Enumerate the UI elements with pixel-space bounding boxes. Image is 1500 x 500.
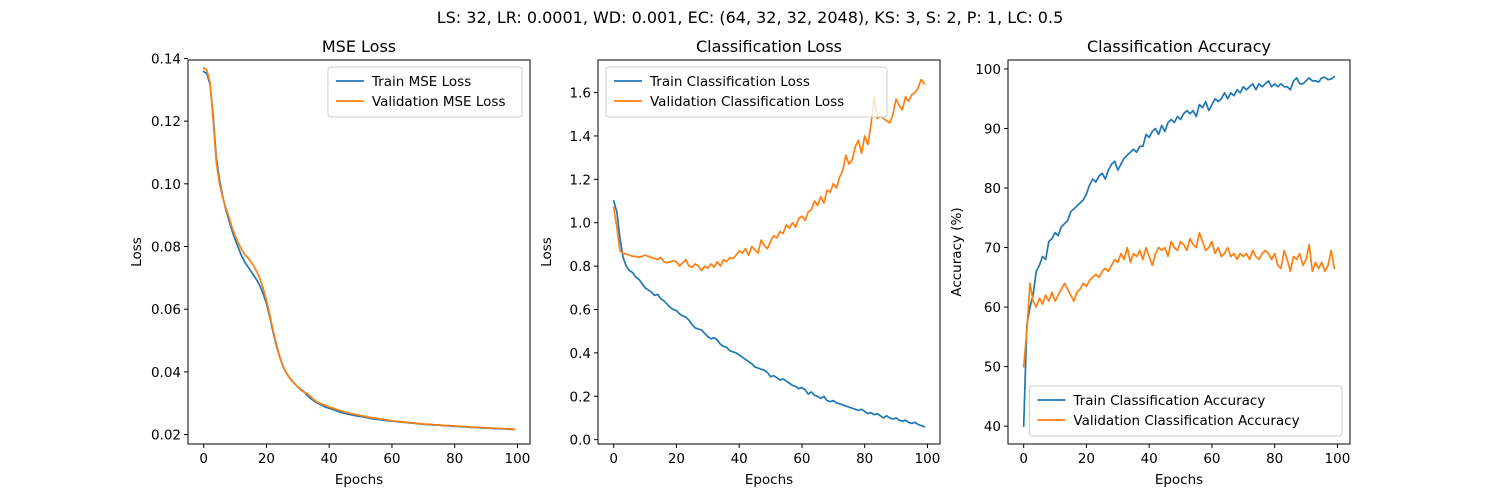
- axes-frame: [1007, 59, 1351, 445]
- x-axis-label: Epochs: [745, 472, 793, 488]
- legend-label: Train Classification Accuracy: [1072, 393, 1265, 409]
- y-tick-label: 1.4: [570, 129, 591, 145]
- y-tick-label: 0.14: [151, 51, 181, 67]
- series-line-train-classification-loss: [612, 199, 926, 428]
- legend-label: Train Classification Loss: [649, 74, 810, 90]
- y-tick-label: 0.8: [570, 259, 591, 275]
- panel-mse-loss: MSE Loss 0 20 40 60 80 100 0.02 0.04 0.06 0.08 0.10…: [129, 37, 531, 488]
- x-axis-label: Epochs: [335, 472, 383, 488]
- legend-label: Validation Classification Accuracy: [1073, 413, 1299, 429]
- y-tick-label: 80: [984, 181, 1001, 197]
- series-line-train-classification-accuracy: [1022, 75, 1336, 428]
- y-tick-label: 0.04: [151, 365, 181, 381]
- x-tick-label: 100: [505, 451, 531, 467]
- x-tick-label: 0: [199, 451, 208, 467]
- legend: Train Classification Accuracy Validation …: [1028, 385, 1343, 437]
- x-tick-label: 80: [446, 451, 463, 467]
- legend-label: Validation MSE Loss: [372, 94, 506, 110]
- y-tick-label: 0.06: [151, 302, 181, 318]
- y-tick-label: 90: [984, 121, 1001, 137]
- panel-classification-loss: Classification Loss 0 20 40 60 80 100 0.0 0.2 0.4…: [539, 37, 941, 488]
- legend-label: Train MSE Loss: [371, 74, 471, 90]
- x-tick-label: 80: [856, 451, 873, 467]
- x-tick-label: 100: [1325, 451, 1351, 467]
- x-tick-label: 0: [1019, 451, 1028, 467]
- y-axis-label: Accuracy (%): [949, 207, 965, 296]
- x-tick-label: 40: [731, 451, 748, 467]
- x-tick-label: 60: [1203, 451, 1220, 467]
- legend-label: Validation Classification Loss: [650, 94, 844, 110]
- series-line-validation-classification-accuracy: [1022, 231, 1336, 368]
- legend: Train Classification Loss Validation Clas…: [605, 66, 888, 118]
- legend: Train MSE Loss Validation MSE Loss: [327, 66, 523, 118]
- y-axis-label: Loss: [129, 237, 145, 267]
- y-tick-label: 1.2: [570, 172, 591, 188]
- panel-title: Classification Loss: [696, 37, 842, 56]
- panel-title: MSE Loss: [322, 37, 396, 56]
- x-tick-label: 60: [383, 451, 400, 467]
- y-tick-label: 100: [975, 62, 1001, 78]
- y-tick-label: 60: [984, 300, 1001, 316]
- y-tick-label: 0.10: [151, 177, 181, 193]
- x-tick-label: 20: [1078, 451, 1095, 467]
- legend-box: [327, 66, 523, 118]
- y-tick-label: 0.4: [570, 346, 591, 362]
- panel-classification-accuracy: Classification Accuracy 0 20 40 60 80 100 40 50 6…: [949, 37, 1351, 488]
- panel-title: Classification Accuracy: [1087, 37, 1271, 56]
- y-axis-label: Loss: [539, 237, 555, 267]
- x-axis-label: Epochs: [1155, 472, 1203, 488]
- y-tick-label: 0.12: [151, 114, 181, 130]
- y-tick-label: 0.02: [151, 428, 181, 444]
- y-tick-label: 70: [984, 241, 1001, 257]
- y-tick-label: 1.6: [570, 86, 591, 102]
- y-tick-label: 0.0: [570, 433, 591, 449]
- legend-box: [1028, 385, 1343, 437]
- x-tick-label: 40: [321, 451, 338, 467]
- x-tick-label: 20: [668, 451, 685, 467]
- y-tick-label: 40: [984, 419, 1001, 435]
- y-tick-label: 0.08: [151, 240, 181, 256]
- x-tick-label: 80: [1266, 451, 1283, 467]
- axes-frame: [187, 59, 531, 445]
- y-tick-label: 50: [984, 360, 1001, 376]
- legend-box: [605, 66, 888, 118]
- series-line-validation-mse-loss: [202, 66, 516, 431]
- x-tick-label: 40: [1141, 451, 1158, 467]
- x-tick-label: 60: [793, 451, 810, 467]
- y-tick-label: 1.0: [570, 216, 591, 232]
- axes-frame: [597, 59, 941, 445]
- x-tick-label: 20: [258, 451, 275, 467]
- x-tick-label: 100: [915, 451, 941, 467]
- y-tick-label: 0.2: [570, 389, 591, 405]
- y-tick-label: 0.6: [570, 302, 591, 318]
- x-tick-label: 0: [609, 451, 618, 467]
- figure-suptitle: LS: 32, LR: 0.0001, WD: 0.001, EC: (64, …: [437, 8, 1064, 27]
